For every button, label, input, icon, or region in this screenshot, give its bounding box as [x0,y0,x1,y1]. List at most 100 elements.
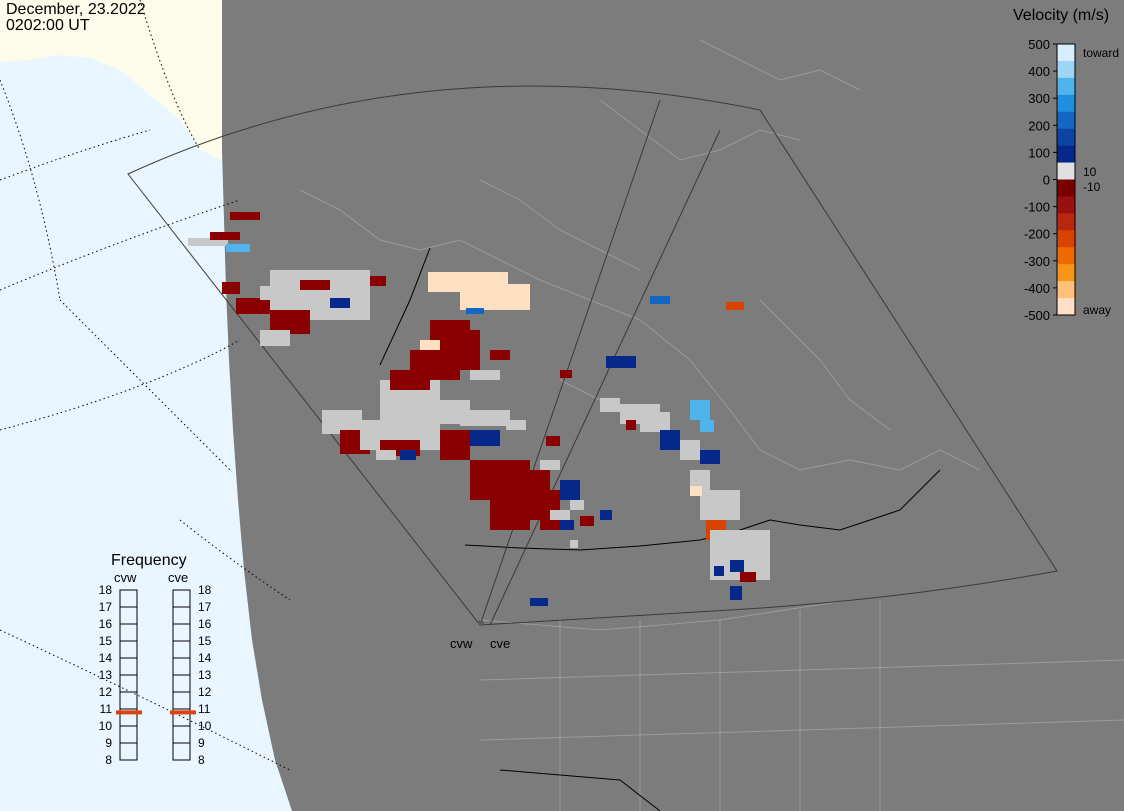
velocity-cell [570,500,584,510]
velocity-cell [370,276,386,286]
radar-site-cvw [478,620,484,626]
colorbar-tick-label: -400 [1024,281,1050,296]
velocity-cell [714,566,724,576]
colorbar-swatch [1057,196,1075,214]
colorbar-tick-label: -300 [1024,254,1050,269]
velocity-cell [700,420,714,432]
velocity-cell [700,490,740,520]
colorbar-swatch [1057,162,1075,180]
velocity-cell [540,460,560,470]
colorbar-swatch [1057,230,1075,248]
colorbar-tick-label: -500 [1024,308,1050,323]
velocity-cell [460,284,530,310]
velocity-cell [470,430,500,446]
sunlit-land [0,0,222,160]
velocity-cell [726,302,744,310]
colorbar-tick-label: 500 [1028,37,1050,52]
velocity-cell [550,510,570,520]
velocity-cell [730,586,742,600]
velocity-cell [580,516,594,526]
frequency-marker-cvw [116,710,142,715]
colorbar-tick-label: -100 [1024,200,1050,215]
colorbar-swatch [1057,247,1075,265]
colorbar-swatch [1057,213,1075,231]
colorbar-swatch [1057,179,1075,197]
velocity-cell [600,398,620,412]
velocity-cell [236,298,276,314]
frequency-title: Frequency [111,552,187,569]
velocity-cell [606,356,636,368]
radar-label-cvw: cvw [450,636,473,651]
colorbar-tick-label: -200 [1024,227,1050,242]
velocity-cell [560,480,580,500]
frequency-col-cvw: cvw [114,570,137,585]
colorbar-swatch [1057,44,1075,62]
colorbar-label-away: away [1083,303,1111,317]
frequency-tick-left: 11 [100,702,113,716]
velocity-cell [470,370,500,380]
frequency-tick-left: 18 [99,583,113,597]
colorbar-label-toward: toward [1083,46,1119,60]
velocity-cell [466,308,484,314]
time-label: 0202:00 UT [6,17,90,34]
velocity-cells [188,212,770,606]
southern-border [499,769,661,811]
us-canada-border [464,469,941,551]
frequency-tick-right: 18 [198,583,212,597]
frequency-tick-right: 8 [198,753,205,767]
velocity-cell [680,440,700,460]
frequency-tick-right: 11 [198,702,211,716]
velocity-cell [546,436,560,446]
frequency-col-cve: cve [168,570,188,585]
velocity-cell [490,350,510,360]
night-region [222,0,1124,811]
colorbar-tick-label: 100 [1028,145,1050,160]
frequency-panel: Frequency cvw cve 18 18 17 17 16 16 15 15 14 14 13… [99,552,212,767]
velocity-cell [570,540,578,548]
velocity-cell [626,420,636,430]
radar-label-cve: cve [490,636,510,651]
frequency-tick-right: 12 [198,685,212,699]
frequency-tick-left: 12 [99,685,113,699]
velocity-cell [440,430,470,460]
frequency-tick-right: 15 [198,634,212,648]
colorbar-swatch [1057,60,1075,79]
frequency-tick-left: 17 [99,600,113,614]
alaska-border [379,247,431,366]
colorbar-swatch [1057,145,1075,164]
velocity-cell [660,430,680,450]
velocity-cell [420,340,440,350]
colorbar-swatch [1057,77,1075,96]
velocity-cell [222,282,240,294]
velocity-colorbar: Velocity (m/s) 500 400 300 200 100 0 -100 -200 -… [1013,7,1119,323]
velocity-cell [700,450,720,464]
velocity-cell [530,598,548,606]
colorbar-ticks: 500 400 300 200 100 0 -100 -200 -300 -400 -500 [1024,37,1057,323]
velocity-cell [260,330,290,346]
radar-fov [127,85,1058,626]
frequency-tick-left: 16 [99,617,113,631]
velocity-cell [376,450,396,460]
velocity-cell [640,412,670,432]
frequency-tick-right: 9 [198,736,205,750]
velocity-cell [460,410,510,426]
velocity-cell [400,450,416,460]
frequency-tick-left: 14 [99,651,113,665]
frequency-tick-left: 10 [99,719,113,733]
velocity-cell [506,420,526,430]
velocity-cell [650,296,670,304]
frequency-ticks: 18 18 17 17 16 16 15 15 14 14 13 13 12 12 11 11 10 10 9 9 8 8 [99,583,212,767]
colorbar-tick-label: 400 [1028,64,1050,79]
velocity-cell [210,232,240,240]
colorbar-swatches [1057,44,1075,316]
velocity-cell [690,486,702,496]
graticule [0,0,291,771]
colorbar-swatch [1057,298,1075,316]
frequency-tick-right: 14 [198,651,212,665]
velocity-cell [740,572,756,582]
frequency-tick-right: 10 [198,719,212,733]
velocity-cell [560,520,574,530]
frequency-marker-cve [170,710,196,715]
velocity-cell [560,370,572,378]
